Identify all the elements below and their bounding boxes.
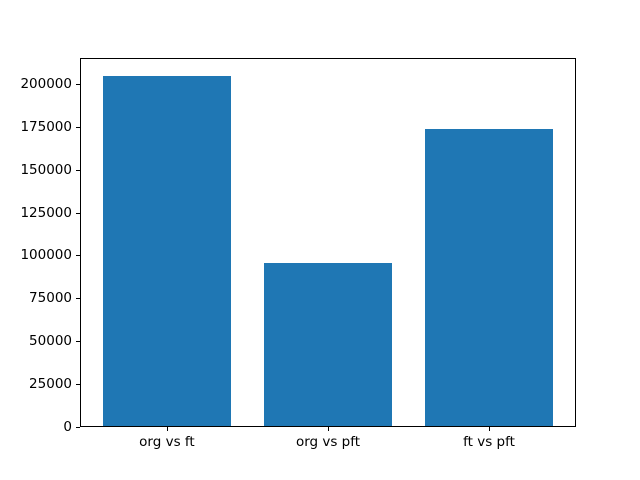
y-axis-tick-label: 0 [63,419,72,435]
y-axis-tick [76,255,80,257]
x-axis-tick-label: org vs ft [139,434,195,450]
y-axis-tick-label: 200000 [20,75,72,92]
y-axis-tick [76,169,80,171]
bar-org-vs-ft [102,75,232,427]
y-axis-tick-label: 100000 [20,247,72,264]
y-axis-tick [76,83,80,85]
bar-org-vs-pft [263,263,393,427]
bar-ft-vs-pft [424,129,554,427]
y-axis-tick-label: 175000 [20,118,72,135]
y-axis-tick [76,298,80,300]
y-axis-tick-label: 25000 [29,376,72,393]
y-axis-tick [76,341,80,343]
x-axis-tick [166,427,168,431]
y-axis-tick [76,384,80,386]
x-axis-tick-label: org vs pft [295,434,361,450]
x-axis-tick [489,427,491,431]
y-axis-tick-label: 125000 [20,204,72,221]
x-axis-tick-label: ft vs pft [463,434,515,450]
plot-area [80,58,576,427]
x-axis-tick [328,427,329,431]
y-axis-tick-label: 50000 [29,333,72,350]
y-axis-tick [76,212,80,214]
y-axis-tick-label: 150000 [20,161,72,178]
y-axis-tick [76,427,80,428]
y-axis-tick [76,126,80,128]
y-axis-tick-label: 75000 [29,290,72,307]
